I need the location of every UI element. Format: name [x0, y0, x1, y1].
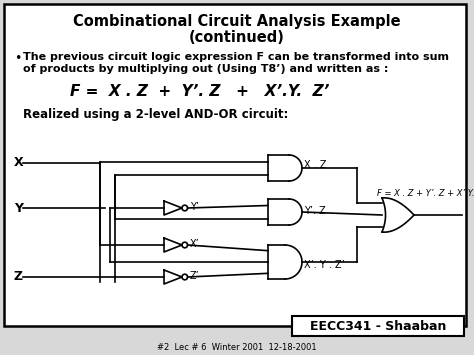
Text: Y’. Z: Y’. Z	[304, 206, 326, 216]
Text: Z: Z	[14, 271, 23, 284]
Text: F =  X . Z  +  Y’. Z   +   X’.Y.  Z’: F = X . Z + Y’. Z + X’.Y. Z’	[70, 84, 330, 99]
Text: of products by multiplying out (Using T8’) and written as :: of products by multiplying out (Using T8…	[23, 64, 388, 74]
Text: Z’: Z’	[190, 271, 200, 281]
Text: Realized using a 2-level AND-OR circuit:: Realized using a 2-level AND-OR circuit:	[23, 108, 288, 121]
Text: Combinational Circuit Analysis Example: Combinational Circuit Analysis Example	[73, 14, 401, 29]
Text: •: •	[14, 52, 21, 65]
Text: The previous circuit logic expression F can be transformed into sum: The previous circuit logic expression F …	[23, 52, 449, 62]
Text: X’. Y . Z’: X’. Y . Z’	[304, 260, 345, 270]
Text: F = X . Z + Y’. Z + X’.Y. Z’: F = X . Z + Y’. Z + X’.Y. Z’	[377, 189, 474, 197]
Text: Y’: Y’	[190, 202, 199, 212]
Text: X: X	[14, 157, 24, 169]
Bar	[292, 316, 464, 336]
Text: (continued): (continued)	[189, 30, 285, 45]
Text: #2  Lec # 6  Winter 2001  12-18-2001: #2 Lec # 6 Winter 2001 12-18-2001	[157, 343, 317, 351]
Text: Y: Y	[14, 202, 23, 214]
Text: X . Z: X . Z	[304, 160, 327, 170]
Text: EECC341 - Shaaban: EECC341 - Shaaban	[310, 321, 446, 333]
Text: X’: X’	[190, 239, 200, 249]
